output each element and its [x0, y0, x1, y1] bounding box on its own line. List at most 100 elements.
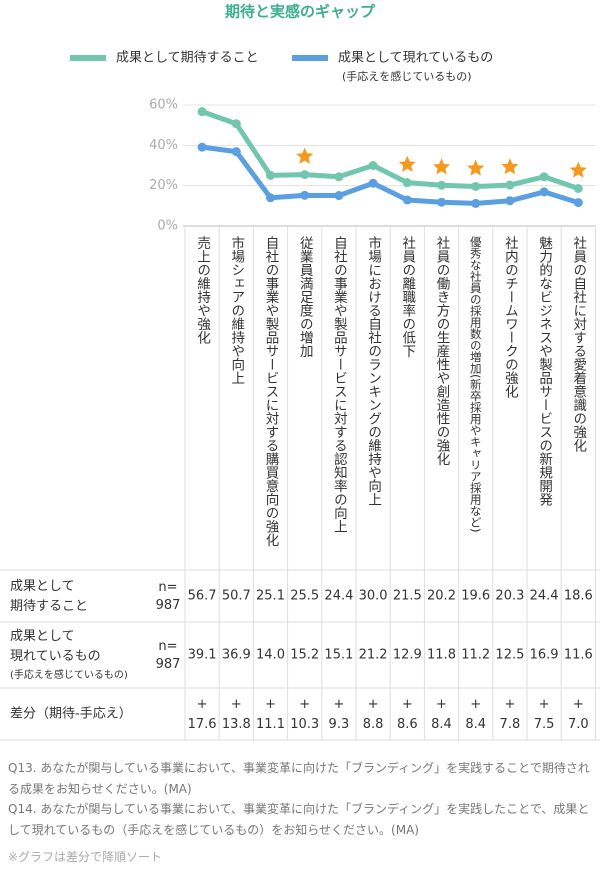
table-value: 21.2 [359, 648, 388, 663]
highlight-star [296, 147, 314, 164]
data-point [300, 190, 310, 200]
table-value: 12.9 [393, 648, 422, 663]
highlight-star [569, 161, 587, 178]
table-value: 25.1 [256, 589, 285, 604]
row-sublabel: (手応えを感じているもの) [10, 668, 128, 681]
series-line [201, 109, 580, 191]
data-point [573, 183, 583, 193]
note: Q14. あなたが関与している事業において、事業変革に向けた「ブランディング」を… [8, 802, 590, 837]
data-point [334, 172, 344, 182]
row-label: 成果として期待すること [10, 579, 88, 614]
data-point [505, 196, 515, 206]
x-tick-label: 社員の離職率の低下 [399, 236, 416, 358]
table-value: 24.4 [530, 589, 559, 604]
table-value: 14.0 [256, 648, 285, 663]
row-n: n= 987 [156, 639, 181, 672]
data-point [437, 197, 446, 207]
legend-label: 成果として現れているもの [338, 51, 493, 66]
table-value: +8.6 [397, 697, 418, 732]
data-point [266, 193, 275, 203]
table-value: 15.1 [324, 648, 353, 663]
x-tick-label: 売上の維持や強化 [194, 236, 211, 346]
table-value: 36.9 [222, 648, 251, 663]
data-point [402, 178, 412, 188]
table-value: 11.6 [564, 648, 593, 663]
data-point [437, 180, 446, 190]
table-value: 20.2 [427, 589, 456, 604]
highlight-star [501, 158, 519, 175]
table-value: +8.4 [465, 697, 486, 732]
data-point [197, 142, 207, 152]
row-n: n= 987 [156, 580, 181, 613]
data-point [197, 107, 207, 117]
table-value: +17.6 [188, 697, 217, 732]
chart: 期待と実感のギャップ 成果として期待すること 成果として現れているもの(手応えを感… [0, 3, 600, 741]
legend-label: 成果として期待すること [116, 51, 259, 66]
x-tick-label: 社内のチームワークの強化 [502, 236, 519, 400]
x-tick-label: 自社の事業や製品サービスに対する認知率の向上 [331, 236, 348, 534]
table-value: +7.0 [568, 697, 589, 732]
table-value: 11.2 [461, 648, 490, 663]
x-tick-label: 社員の自社に対する愛着意識の強化 [570, 236, 587, 454]
data-point [334, 191, 344, 201]
table-value: +8.4 [431, 697, 452, 732]
table-value: +11.1 [256, 697, 285, 732]
table-value: 56.7 [188, 589, 217, 604]
data-point [231, 119, 241, 129]
data-point [231, 147, 241, 157]
x-tick-label: 市場における自社のランキングの維持や向上 [365, 235, 382, 507]
series-line [201, 144, 580, 206]
y-tick-label: 0% [157, 219, 178, 234]
row-label: 成果として現れているもの [10, 629, 101, 664]
table-value: +13.8 [222, 697, 251, 732]
table-value: 21.5 [393, 589, 422, 604]
table-value: +10.3 [290, 697, 319, 732]
data-point [505, 180, 515, 190]
note: Q13. あなたが関与している事業において、事業変革に向けた「ブランディング」を… [8, 761, 590, 796]
table-value: +7.8 [500, 697, 521, 732]
data-point [368, 178, 378, 188]
data-point [471, 198, 481, 208]
note: ※グラフは差分で降順ソート [8, 849, 163, 864]
table-value: +7.5 [534, 697, 555, 732]
row-label: 差分（期待-手応え） [10, 707, 132, 722]
highlight-star [467, 159, 485, 176]
y-tick-label: 40% [149, 138, 178, 153]
table-value: +9.3 [329, 697, 350, 732]
table-value: 24.4 [324, 589, 353, 604]
table-value: 15.2 [290, 648, 319, 663]
data-point [300, 170, 310, 180]
x-tick-label: 市場シェアの維持や向上 [228, 235, 245, 385]
table-value: 50.7 [222, 589, 251, 604]
x-tick-label: 従業員満足度の増加 [297, 236, 314, 359]
chart-title: 期待と実感のギャップ [225, 3, 376, 21]
x-tick-label: 自社の事業や製品サービスに対する購買意向の強化 [263, 236, 280, 548]
data-point [368, 161, 378, 170]
table-value: 11.8 [427, 648, 456, 663]
highlight-star [398, 155, 416, 172]
table-value: 25.5 [290, 589, 319, 604]
legend-sublabel: (手応えを感じているもの) [342, 69, 472, 83]
x-tick-label: 魅力的なビジネスや製品サービスの新規開発 [536, 236, 553, 508]
data-point [539, 172, 549, 182]
notes: Q13. あなたが関与している事業において、事業変革に向けた「ブランディング」を… [8, 758, 596, 867]
y-tick-label: 60% [149, 98, 178, 113]
table-value: +8.8 [363, 697, 384, 732]
table-value: 16.9 [530, 648, 559, 663]
data-point [539, 187, 549, 197]
data-point [266, 170, 275, 180]
x-tick-label: 優秀な社員の採用数の増加(新卒採用やキャリア採用など) [469, 236, 483, 532]
data-point [402, 195, 412, 205]
data-point [471, 181, 481, 191]
x-tick-label: 社員の働き方の生産性や創造性の強化 [434, 236, 451, 467]
table-value: 39.1 [188, 648, 217, 663]
table-value: 19.6 [461, 589, 490, 604]
table-value: 12.5 [495, 648, 524, 663]
y-tick-label: 20% [149, 178, 178, 193]
table-value: 18.6 [564, 589, 593, 604]
table-value: 30.0 [359, 589, 388, 604]
table-value: 20.3 [495, 589, 524, 604]
data-point [573, 198, 583, 208]
highlight-star [432, 158, 451, 175]
